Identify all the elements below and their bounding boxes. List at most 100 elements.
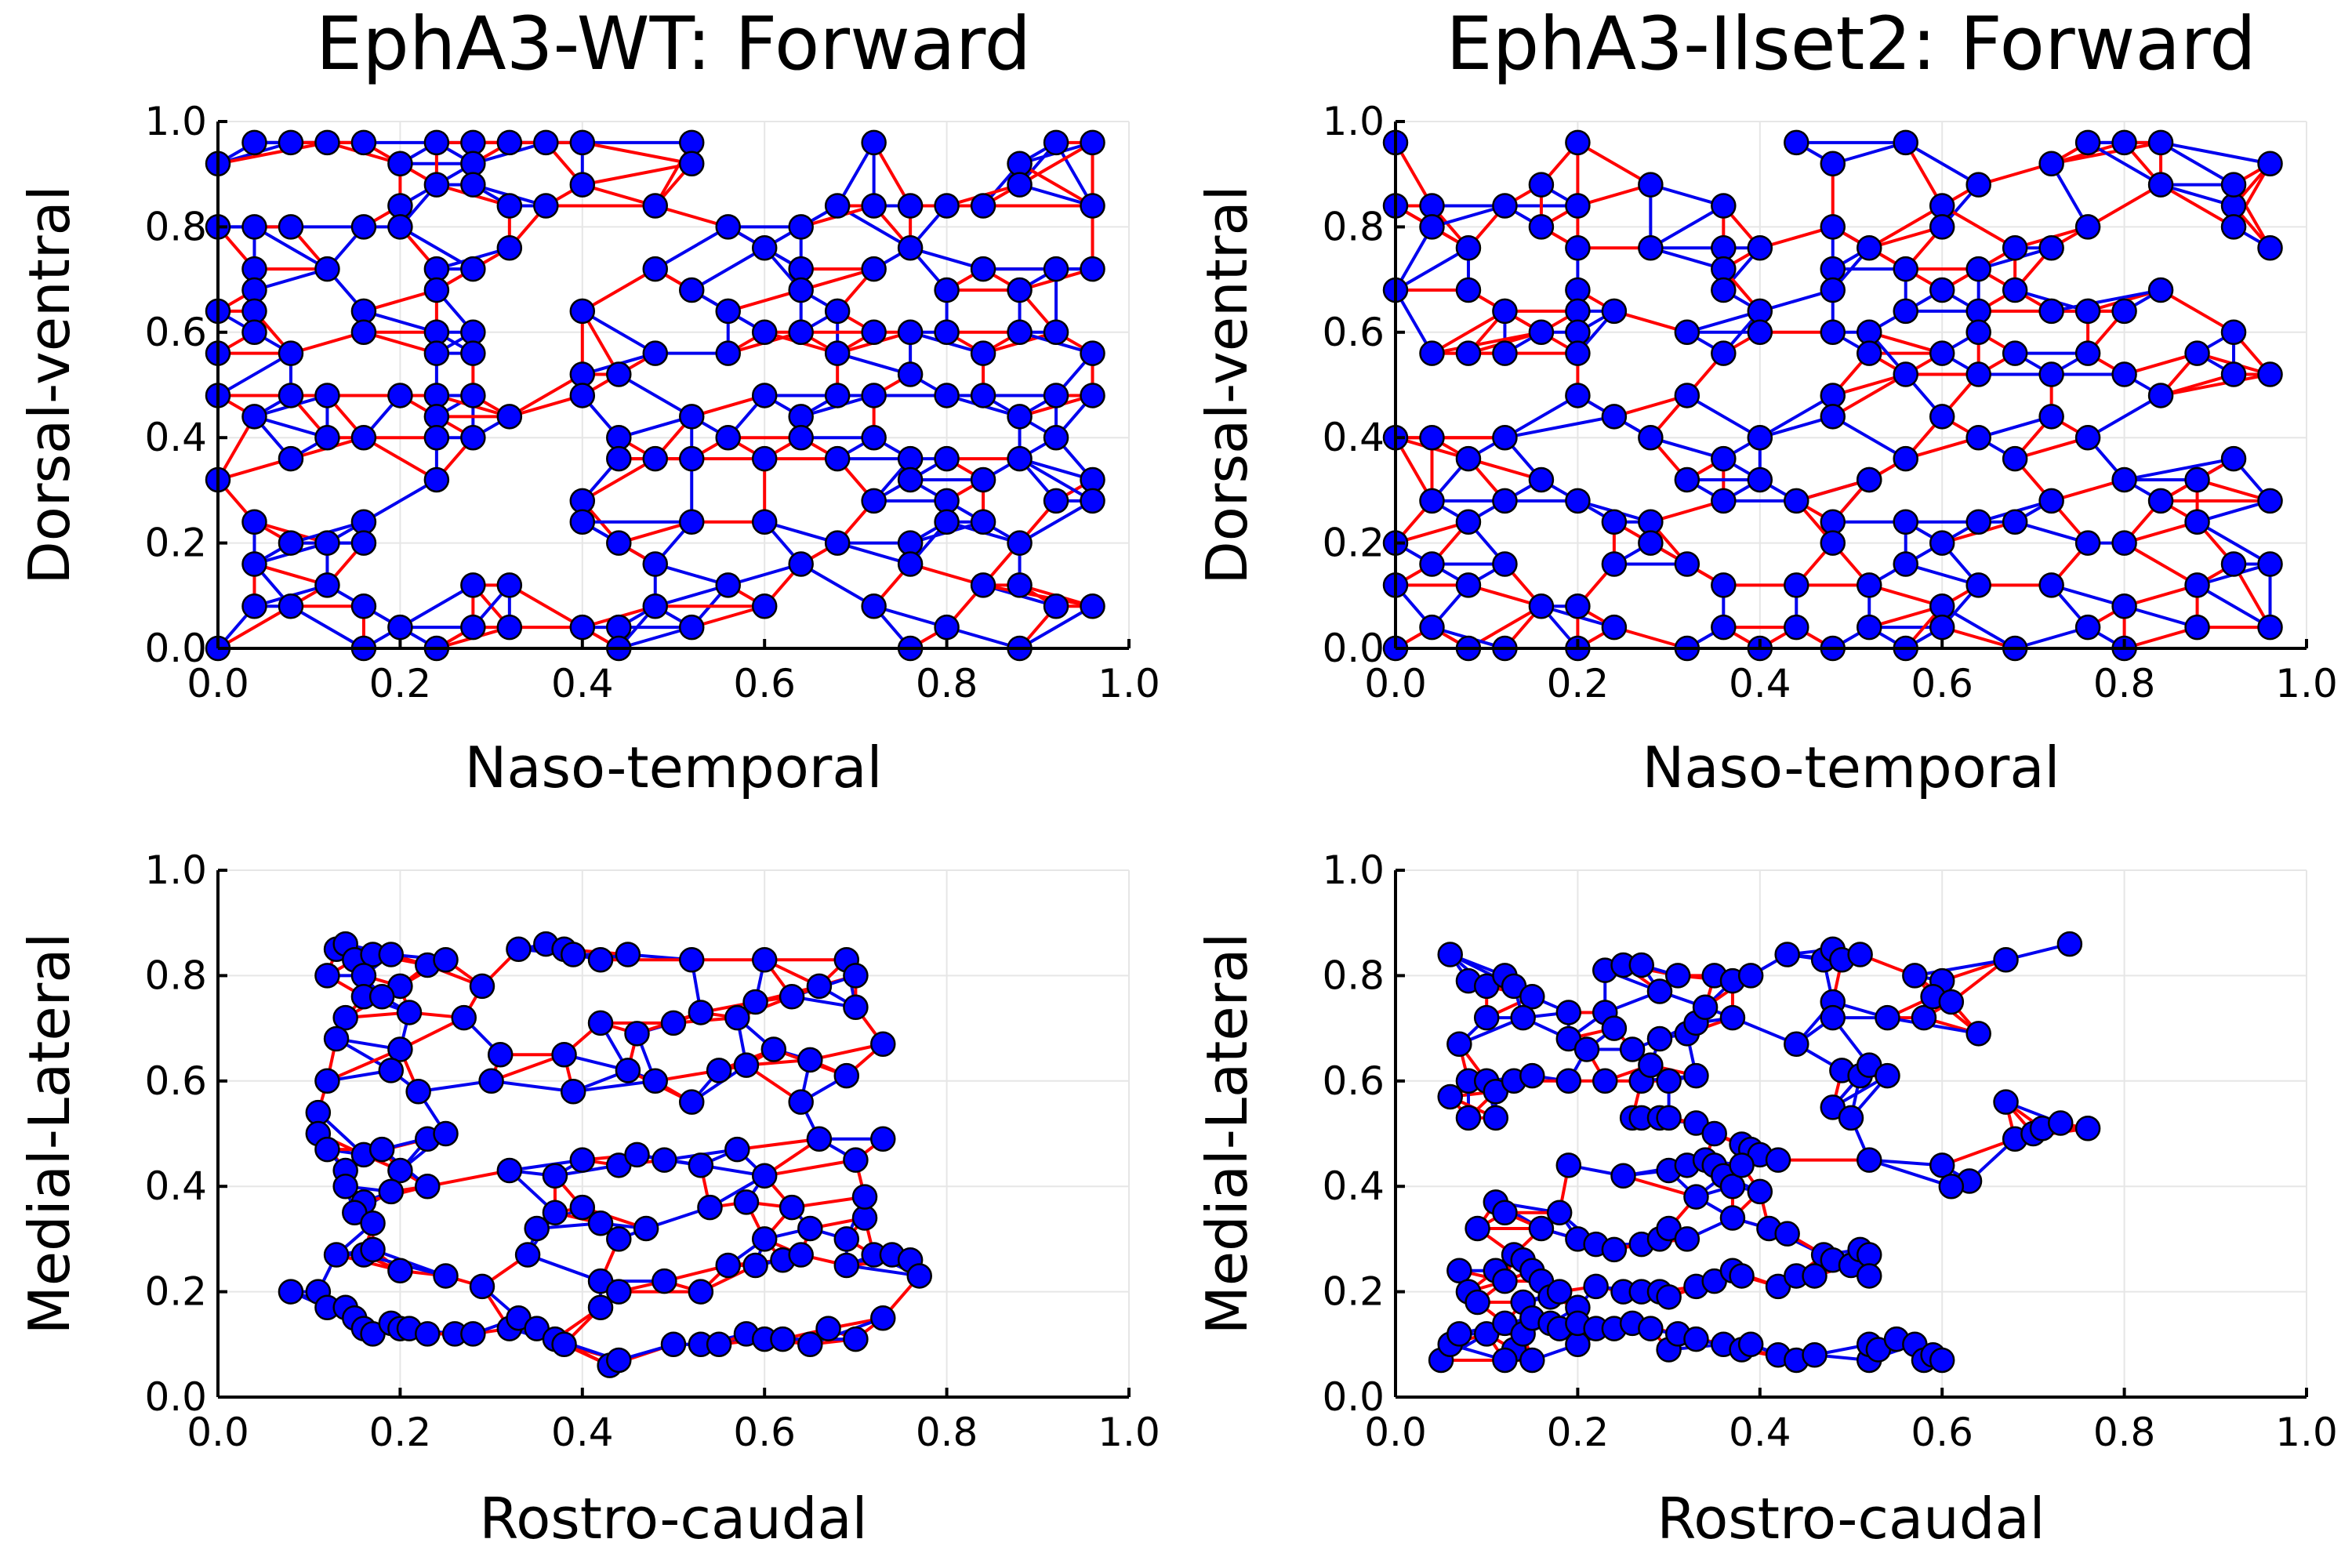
data-point bbox=[1711, 256, 1737, 282]
data-point bbox=[1929, 593, 1955, 619]
data-point bbox=[1528, 172, 1555, 198]
data-point bbox=[715, 1252, 741, 1279]
data-point bbox=[970, 193, 996, 219]
data-point bbox=[724, 1004, 750, 1031]
data-point bbox=[1929, 530, 1955, 556]
data-point bbox=[861, 593, 887, 619]
data-point bbox=[660, 1331, 687, 1358]
data-point bbox=[587, 946, 614, 973]
data-point bbox=[779, 1194, 805, 1221]
data-point bbox=[2038, 404, 2064, 430]
network-edge bbox=[399, 583, 474, 629]
data-point bbox=[1646, 1025, 1673, 1052]
data-point bbox=[332, 1173, 358, 1200]
network-edge bbox=[362, 436, 437, 481]
data-point bbox=[1007, 530, 1033, 556]
data-point bbox=[350, 129, 377, 156]
data-point bbox=[2184, 466, 2210, 493]
data-point bbox=[1765, 1147, 1791, 1173]
data-point bbox=[751, 1163, 778, 1189]
data-point bbox=[906, 1263, 932, 1289]
data-point bbox=[815, 1316, 841, 1341]
network-edge bbox=[216, 351, 292, 397]
data-point bbox=[1419, 424, 1445, 451]
data-point bbox=[1856, 340, 1882, 366]
data-point bbox=[1528, 1215, 1555, 1242]
data-point bbox=[560, 1078, 586, 1105]
data-point bbox=[934, 193, 960, 219]
data-point bbox=[1993, 1089, 2019, 1115]
data-point bbox=[606, 530, 632, 556]
data-point bbox=[368, 1136, 395, 1163]
data-point bbox=[1965, 172, 1991, 198]
data-point bbox=[278, 129, 304, 156]
data-point bbox=[1893, 129, 1918, 156]
data-point bbox=[1419, 193, 1445, 219]
data-point bbox=[1638, 1052, 1664, 1078]
data-point bbox=[1784, 614, 1809, 641]
data-point bbox=[1492, 1268, 1518, 1294]
data-point bbox=[1573, 1036, 1600, 1062]
data-point bbox=[1519, 1347, 1545, 1374]
data-point bbox=[387, 614, 413, 641]
data-point bbox=[751, 509, 778, 535]
data-point bbox=[2002, 340, 2028, 366]
data-point bbox=[1784, 488, 1809, 514]
data-point bbox=[1911, 1004, 1937, 1031]
data-point bbox=[496, 235, 523, 261]
data-point bbox=[542, 1163, 568, 1189]
network-edge bbox=[508, 372, 583, 419]
data-point bbox=[715, 340, 741, 366]
data-point bbox=[851, 1205, 878, 1231]
data-point bbox=[970, 340, 996, 366]
network-edge bbox=[1941, 604, 2016, 650]
x-axis-label: Naso-temporal bbox=[464, 735, 882, 800]
network-edge bbox=[362, 478, 437, 524]
data-point bbox=[1007, 277, 1033, 303]
data-point bbox=[460, 256, 486, 282]
y-tick-label: 0.2 bbox=[144, 521, 207, 566]
data-point bbox=[278, 214, 304, 240]
data-point bbox=[1893, 445, 1918, 472]
data-point bbox=[751, 235, 778, 261]
network-edge bbox=[2160, 183, 2235, 229]
data-point bbox=[569, 383, 596, 408]
x-tick-label: 1.0 bbox=[1098, 1410, 1160, 1455]
data-point bbox=[360, 1236, 386, 1263]
data-point bbox=[1492, 1200, 1518, 1226]
data-point bbox=[2220, 551, 2247, 577]
network-edge bbox=[1904, 141, 1980, 187]
network-edge bbox=[1941, 204, 2016, 250]
data-point bbox=[970, 256, 996, 282]
data-point bbox=[751, 593, 778, 619]
data-point bbox=[423, 340, 450, 366]
data-point bbox=[1007, 151, 1033, 177]
y-axis-label: Dorsal-ventral bbox=[16, 185, 82, 584]
data-point bbox=[606, 1347, 632, 1374]
data-point bbox=[241, 277, 267, 303]
data-point bbox=[350, 593, 377, 619]
data-point bbox=[1546, 1200, 1573, 1226]
data-point bbox=[697, 1194, 723, 1221]
data-point bbox=[1455, 572, 1482, 598]
network-edge bbox=[2196, 583, 2271, 629]
y-axis-label: Medial-Lateral bbox=[16, 933, 82, 1335]
data-point bbox=[1638, 1316, 1664, 1341]
data-point bbox=[305, 1099, 332, 1126]
network-edge bbox=[326, 1047, 401, 1083]
y-tick-label: 0.0 bbox=[1322, 1374, 1385, 1420]
data-point bbox=[2038, 488, 2064, 514]
data-point bbox=[1729, 1152, 1755, 1178]
data-point bbox=[1043, 383, 1069, 408]
data-point bbox=[314, 530, 340, 556]
data-point bbox=[1601, 298, 1628, 325]
data-point bbox=[870, 1126, 896, 1152]
data-point bbox=[861, 383, 887, 408]
data-point bbox=[433, 946, 459, 973]
network-edge bbox=[800, 562, 875, 608]
network-edge bbox=[1431, 310, 1506, 355]
data-point bbox=[496, 129, 523, 156]
data-point bbox=[378, 1178, 405, 1205]
data-point bbox=[2038, 151, 2064, 177]
